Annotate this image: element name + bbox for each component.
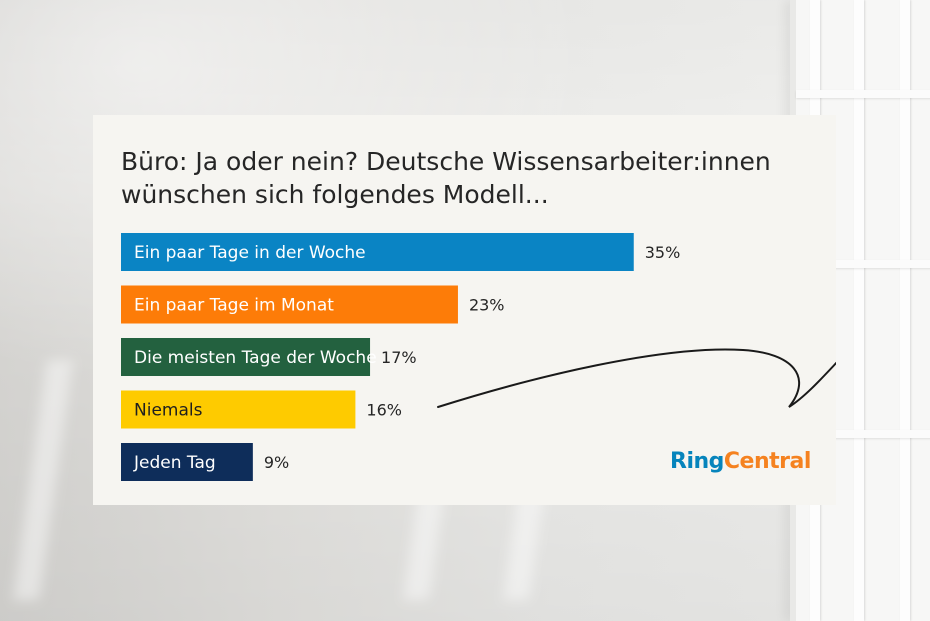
bar-label-4: Jeden Tag — [133, 453, 216, 473]
logo-text-ring: Ring — [670, 449, 724, 474]
value-label-0: 35% — [645, 243, 681, 262]
value-label-2: 17% — [381, 348, 417, 367]
bar-label-1: Ein paar Tage im Monat — [134, 296, 334, 316]
chart-title-line-2: wünschen sich folgendes Modell... — [121, 180, 549, 209]
bar-label-0: Ein paar Tage in der Woche — [134, 243, 366, 263]
bar-label-2: Die meisten Tage der Woche — [134, 348, 377, 368]
value-label-4: 9% — [264, 453, 289, 472]
chart-title-line-1: Büro: Ja oder nein? Deutsche Wissensarbe… — [121, 147, 771, 176]
value-label-3: 16% — [366, 401, 402, 420]
chart-title: Büro: Ja oder nein? Deutsche Wissensarbe… — [121, 145, 821, 211]
chart-card: Büro: Ja oder nein? Deutsche Wissensarbe… — [93, 115, 836, 505]
bar-2 — [121, 338, 371, 376]
bar-3 — [121, 390, 356, 429]
bar-0 — [121, 233, 634, 271]
value-label-1: 23% — [469, 296, 505, 315]
bar-1 — [121, 285, 458, 324]
bar-label-3: Niemals — [134, 401, 203, 421]
decorative-arrow-curve — [437, 348, 836, 408]
logo-text-central: Central — [723, 449, 811, 474]
ringcentral-logo: RingCentral — [670, 449, 811, 474]
bar-chart: Ein paar Tage in der Woche 35% Ein paar Ta… — [121, 233, 836, 481]
bar-4 — [121, 443, 253, 481]
